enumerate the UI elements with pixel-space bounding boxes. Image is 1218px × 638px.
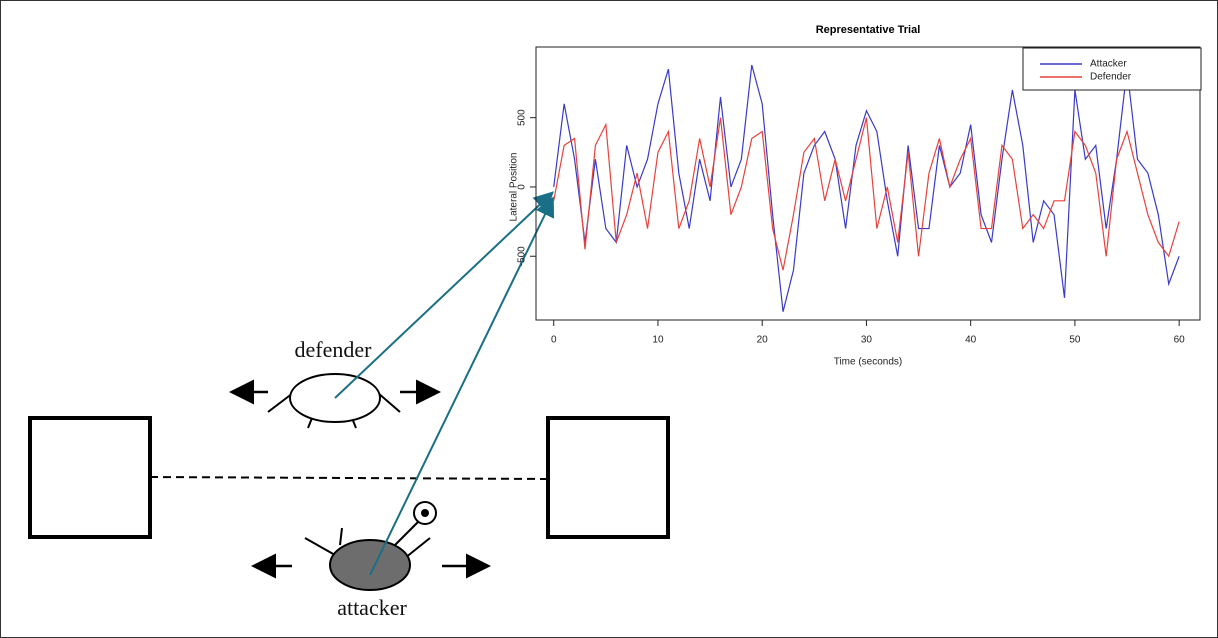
attacker-body: [330, 540, 410, 590]
figure: defender attacker Representative Trial T…: [0, 0, 1218, 638]
attacker-label: attacker: [337, 595, 407, 620]
x-tick-label: 20: [757, 335, 769, 346]
x-tick-label: 10: [652, 335, 664, 346]
x-axis-label: Time (seconds): [834, 357, 903, 368]
x-tick-label: 60: [1174, 335, 1186, 346]
x-tick-label: 40: [965, 335, 977, 346]
x-tick-label: 30: [861, 335, 873, 346]
frame: [1, 1, 1218, 638]
legend-label: Attacker: [1090, 59, 1127, 70]
x-tick-label: 0: [551, 335, 557, 346]
defender-label: defender: [295, 337, 373, 362]
y-tick-label: 0: [517, 184, 528, 190]
legend-label: Defender: [1090, 72, 1132, 83]
y-tick-label: -500: [517, 246, 528, 266]
y-tick-label: 500: [517, 109, 528, 126]
x-tick-label: 50: [1069, 335, 1081, 346]
ball-patch: [421, 509, 429, 517]
chart-title: Representative Trial: [816, 24, 921, 36]
